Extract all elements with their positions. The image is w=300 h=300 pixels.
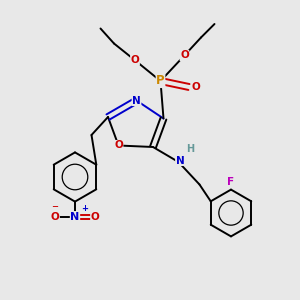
Text: −: − <box>51 202 58 211</box>
Text: N: N <box>70 212 80 222</box>
Text: O: O <box>180 50 189 61</box>
Text: P: P <box>156 74 165 88</box>
Text: N: N <box>132 95 141 106</box>
Text: O: O <box>50 212 59 222</box>
Text: +: + <box>81 204 88 213</box>
Text: N: N <box>176 155 184 166</box>
Text: H: H <box>186 143 195 154</box>
Text: F: F <box>227 177 235 187</box>
Text: O: O <box>130 55 140 65</box>
Text: O: O <box>191 82 200 92</box>
Text: O: O <box>91 212 100 222</box>
Text: O: O <box>114 140 123 151</box>
